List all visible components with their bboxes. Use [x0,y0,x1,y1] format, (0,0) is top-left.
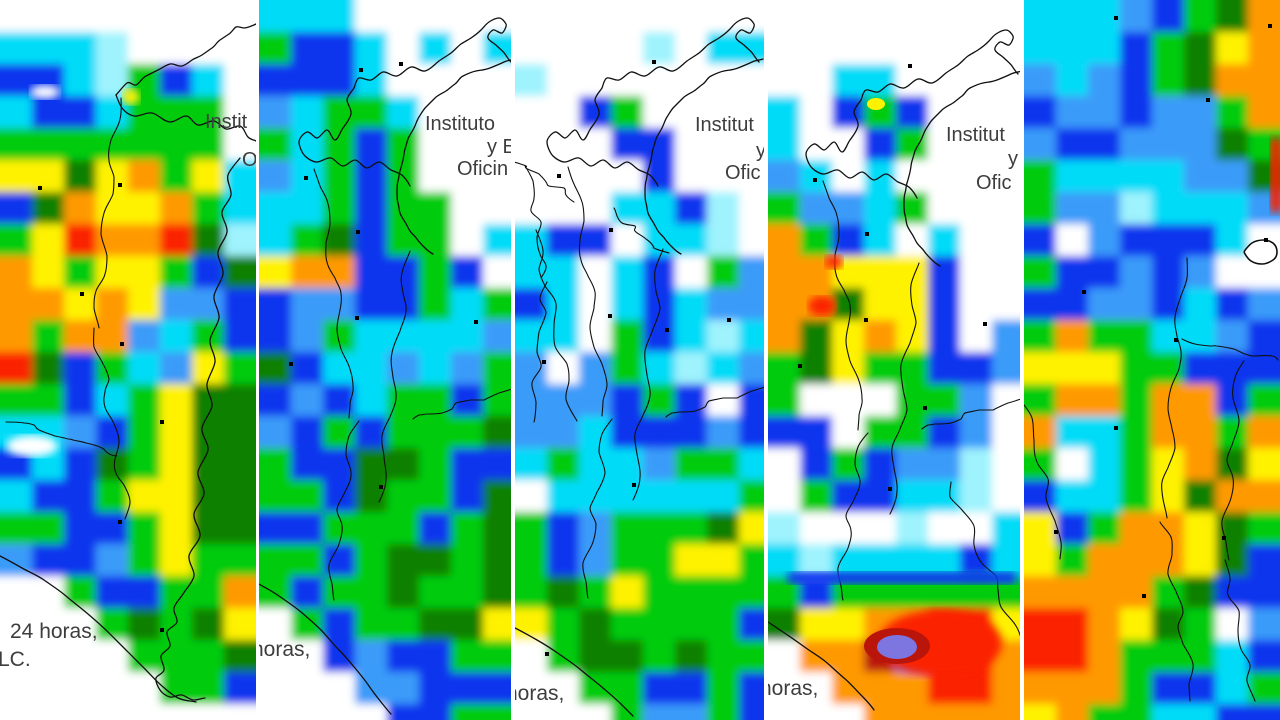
svg-text:Institut: Institut [946,124,1005,146]
svg-text:horas,: horas, [768,677,818,700]
svg-text:horas,: horas, [515,682,564,705]
svg-text:O: O [242,149,256,171]
svg-text:Institut: Institut [695,114,754,136]
svg-text:y E: y E [487,136,511,158]
svg-text:Instituto: Instituto [425,113,495,135]
svg-text:Ofic: Ofic [725,162,761,184]
svg-text:LC.: LC. [0,648,31,671]
svg-text:Instit: Instit [205,111,248,133]
svg-text:24 horas,: 24 horas, [10,620,98,643]
svg-text:Ofic: Ofic [976,172,1012,194]
svg-text:horas,: horas, [259,638,310,661]
svg-text:y: y [1008,148,1018,170]
svg-text:y: y [756,140,764,162]
svg-text:Oficin: Oficin [457,158,508,180]
